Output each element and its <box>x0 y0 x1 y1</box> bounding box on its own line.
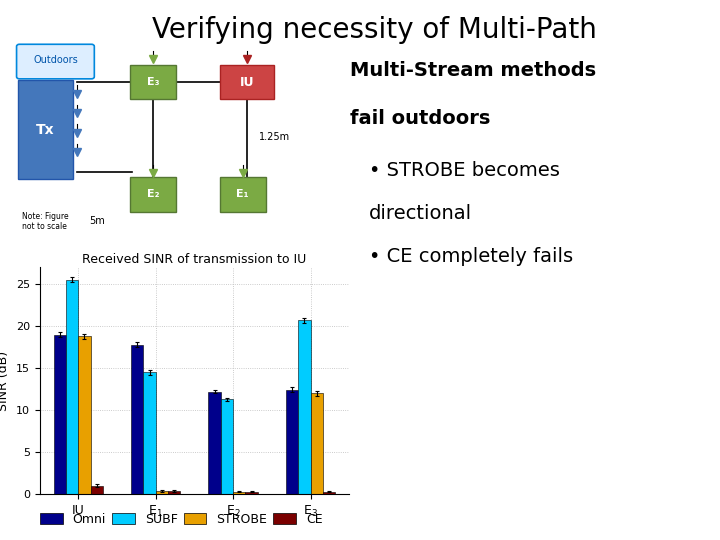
Text: Multi-Stream methods: Multi-Stream methods <box>350 60 596 80</box>
Bar <box>298 320 310 494</box>
Bar <box>208 392 221 494</box>
Text: E₂: E₂ <box>147 190 160 199</box>
Text: Tx: Tx <box>36 123 55 137</box>
Text: fail outdoors: fail outdoors <box>350 109 490 129</box>
Bar <box>323 491 336 494</box>
Bar <box>310 393 323 494</box>
Y-axis label: SINR (dB): SINR (dB) <box>0 350 10 411</box>
Bar <box>221 399 233 494</box>
Bar <box>143 372 156 494</box>
Text: E₁: E₁ <box>236 190 249 199</box>
Bar <box>246 491 258 494</box>
Text: 5m: 5m <box>89 217 105 226</box>
Text: Verifying necessity of Multi-Path: Verifying necessity of Multi-Path <box>152 16 597 44</box>
Bar <box>233 491 246 494</box>
Text: Note: Figure
not to scale: Note: Figure not to scale <box>22 212 69 231</box>
FancyBboxPatch shape <box>220 177 266 212</box>
Text: • STROBE becomes: • STROBE becomes <box>369 161 560 180</box>
Bar <box>168 491 181 494</box>
Text: E₃: E₃ <box>147 77 160 87</box>
Text: • CE completely fails: • CE completely fails <box>369 247 574 266</box>
FancyBboxPatch shape <box>18 80 73 179</box>
Legend: Omni, SUBF, STROBE, CE: Omni, SUBF, STROBE, CE <box>35 508 328 531</box>
Text: IU: IU <box>240 76 254 89</box>
Text: directional: directional <box>369 204 472 223</box>
Title: Received SINR of transmission to IU: Received SINR of transmission to IU <box>82 253 307 266</box>
FancyBboxPatch shape <box>130 177 176 212</box>
Bar <box>156 491 168 494</box>
FancyBboxPatch shape <box>220 65 274 99</box>
Text: Outdoors: Outdoors <box>33 56 78 65</box>
Bar <box>53 334 66 494</box>
Text: 1.25m: 1.25m <box>258 132 289 142</box>
Bar <box>131 345 143 494</box>
Bar <box>66 280 78 494</box>
FancyBboxPatch shape <box>130 65 176 99</box>
Bar <box>286 390 298 494</box>
Bar <box>91 485 103 494</box>
FancyBboxPatch shape <box>8 36 302 256</box>
Bar <box>78 336 91 494</box>
FancyBboxPatch shape <box>17 44 94 79</box>
